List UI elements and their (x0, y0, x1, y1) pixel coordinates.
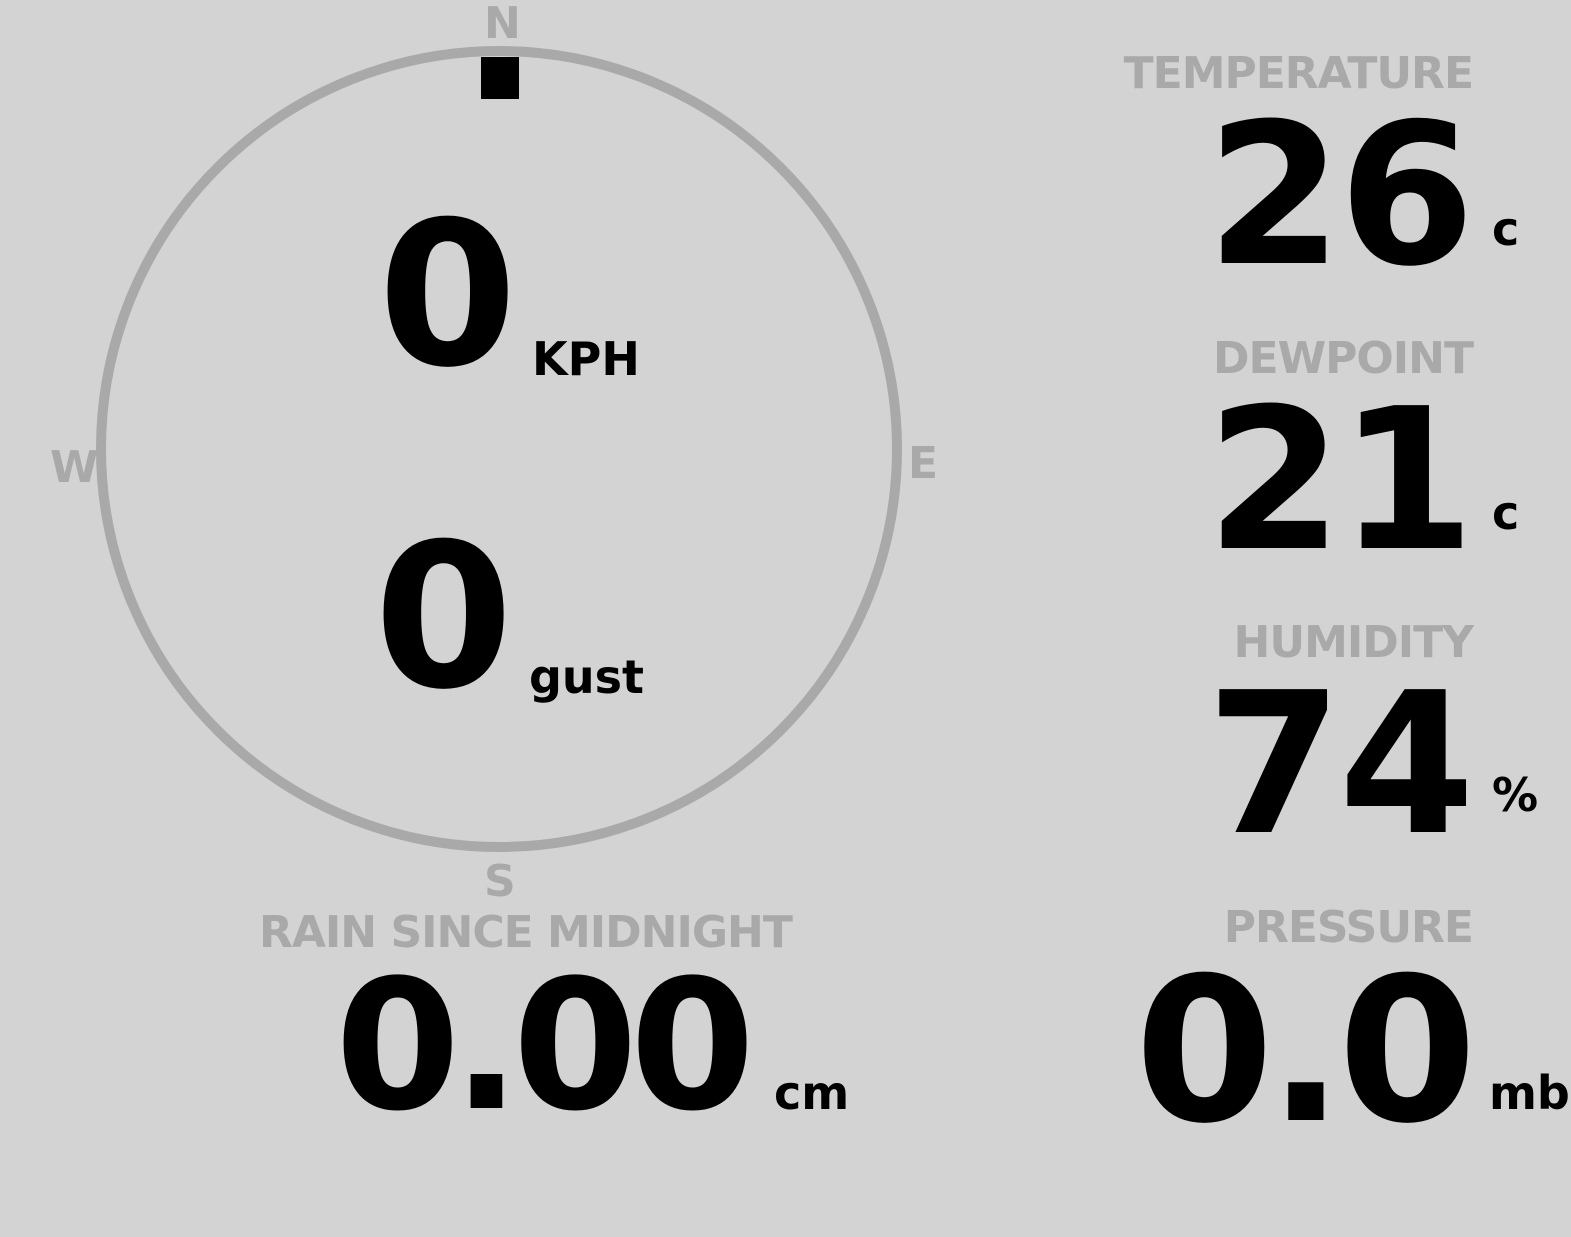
rain-label: RAIN SINCE MIDNIGHT (259, 907, 793, 958)
wind-speed-value: 0 (378, 179, 518, 412)
compass-north: N (484, 0, 521, 49)
temperature-label: TEMPERATURE (1123, 48, 1474, 99)
wind-direction-pointer (481, 57, 519, 99)
humidity-value: 74 (1206, 651, 1475, 879)
pressure-unit: mb (1489, 1066, 1570, 1120)
humidity-label: HUMIDITY (1233, 617, 1474, 668)
pressure-value: 0.0 (1134, 935, 1477, 1168)
rain-unit: cm (774, 1066, 850, 1120)
wind-speed-unit: KPH (532, 332, 640, 386)
rain-value: 0.00 (335, 942, 755, 1151)
compass-ring (96, 46, 902, 852)
compass-south: S (484, 856, 516, 907)
temperature-value: 26 (1206, 82, 1475, 310)
compass-east: E (908, 438, 939, 489)
gust-value: 0 (374, 501, 514, 734)
dewpoint-unit: c (1492, 486, 1520, 540)
wind-compass (96, 46, 902, 852)
dewpoint-label: DEWPOINT (1213, 333, 1474, 384)
gust-unit: gust (529, 650, 645, 704)
pressure-label: PRESSURE (1223, 902, 1474, 953)
temperature-unit: c (1492, 202, 1520, 256)
compass-west: W (50, 442, 99, 493)
humidity-unit: % (1492, 768, 1539, 822)
dewpoint-value: 21 (1206, 367, 1475, 595)
